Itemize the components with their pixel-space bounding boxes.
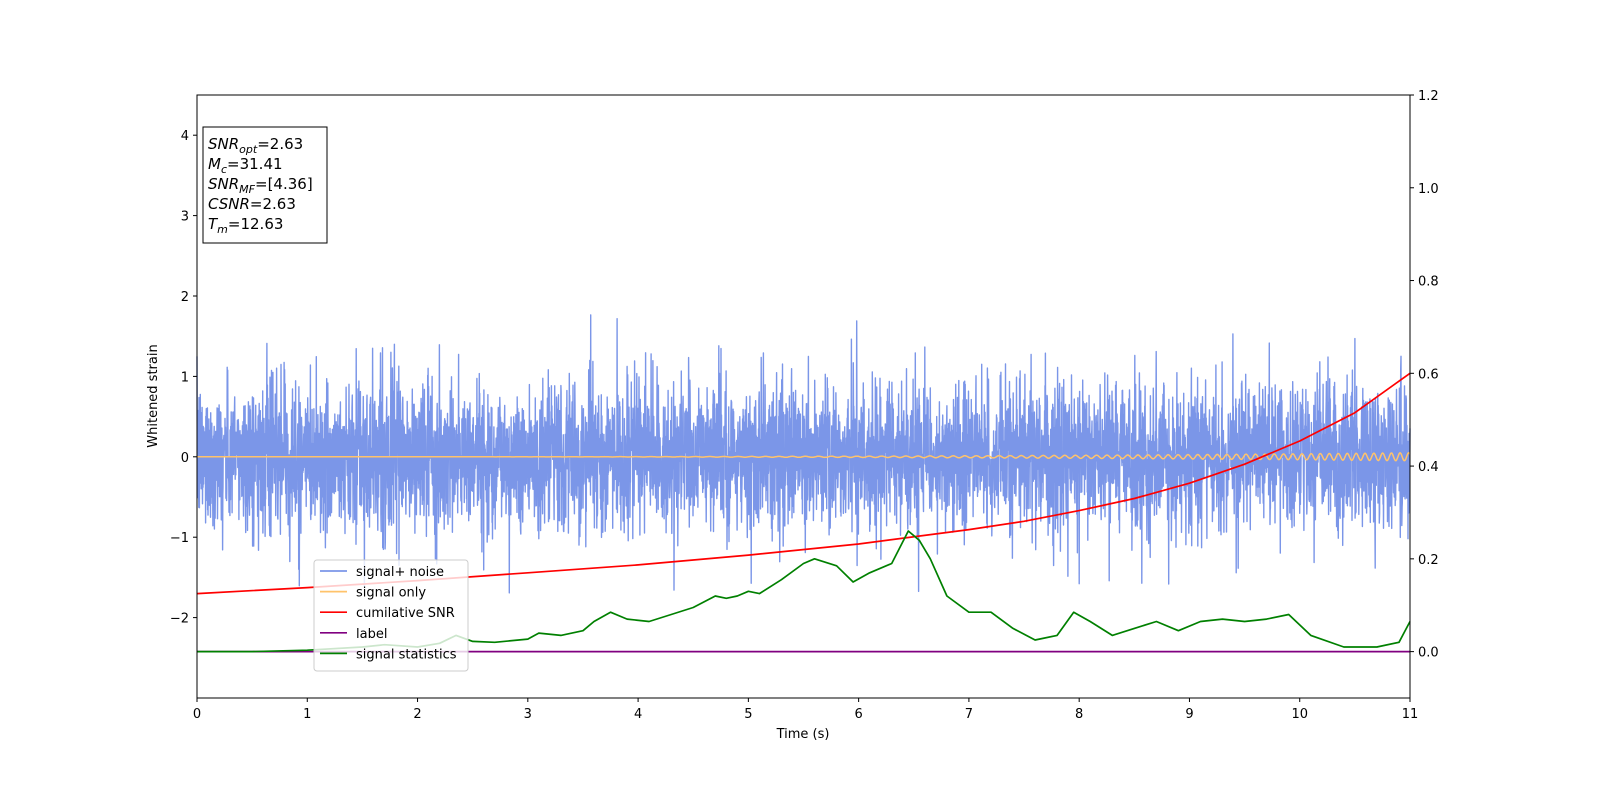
x-axis-label: Time (s) <box>776 727 830 742</box>
info-value: =31.41 <box>227 155 283 173</box>
series-signal-noise <box>196 314 1411 594</box>
series-cumilative-snr <box>196 372 1411 595</box>
y-left-tick-label: 0 <box>181 451 189 466</box>
info-value: =2.63 <box>257 135 303 153</box>
plot-frame <box>196 94 1411 699</box>
x-tick-label: 3 <box>524 707 532 722</box>
y-left-tick-label: 3 <box>181 210 189 225</box>
x-axis: 0 1 2 3 4 5 6 7 8 9 10 11 <box>193 698 1418 722</box>
x-tick-label: 0 <box>193 707 201 722</box>
x-tick-label: 11 <box>1402 707 1419 722</box>
legend: signal+ noise signal only cumilative SNR la… <box>313 559 469 672</box>
info-box: SNRopt=2.63Mc=31.41SNRMF=[4.36]CSNR=2.63… <box>202 126 328 244</box>
legend-label-signal-statistics: signal statistics <box>356 647 457 662</box>
info-sub: m <box>217 223 228 236</box>
info-line: Tm=12.63 <box>208 215 283 236</box>
info-var: SNR <box>208 175 239 193</box>
x-tick-label: 2 <box>413 707 421 722</box>
x-tick-label: 1 <box>303 707 311 722</box>
y-axis-left: −2 −1 0 1 2 3 4 <box>170 129 197 627</box>
y-right-tick-label: 0.6 <box>1418 367 1439 382</box>
legend-label-cumilative-snr: cumilative SNR <box>356 606 455 621</box>
info-line: Mc=31.41 <box>208 155 283 176</box>
info-sub: MF <box>239 183 255 196</box>
x-tick-label: 7 <box>965 707 973 722</box>
legend-frame <box>313 559 469 672</box>
x-tick-label: 9 <box>1185 707 1193 722</box>
x-tick-label: 4 <box>634 707 642 722</box>
series-signal-only <box>197 451 1411 462</box>
info-box-frame <box>202 126 328 244</box>
info-var: T <box>208 215 219 233</box>
info-value: =[4.36] <box>255 175 313 193</box>
info-line: SNRopt=2.63 <box>208 135 303 156</box>
legend-label-label: label <box>356 627 387 642</box>
series-signal-statistics <box>197 530 1411 653</box>
y-axis-right: 0.0 0.2 0.4 0.6 0.8 1.0 1.2 <box>1410 89 1439 661</box>
info-sub: c <box>221 163 227 176</box>
x-tick-label: 5 <box>744 707 752 722</box>
info-var: M <box>208 155 221 173</box>
info-line: SNRMF=[4.36] <box>208 175 313 196</box>
y-left-tick-label: 1 <box>181 370 189 385</box>
info-line: CSNR=2.63 <box>208 195 296 213</box>
y-right-tick-label: 0.2 <box>1418 553 1439 568</box>
y-axis-label: Whitened strain <box>146 344 161 447</box>
y-left-tick-label: −2 <box>170 612 189 627</box>
y-right-tick-label: 1.2 <box>1418 89 1439 104</box>
info-var: SNR <box>208 135 239 153</box>
x-tick-label: 10 <box>1291 707 1308 722</box>
y-right-tick-label: 0.4 <box>1418 460 1439 475</box>
legend-label-signal-only: signal only <box>356 586 426 601</box>
info-sub: opt <box>239 143 258 156</box>
x-tick-label: 6 <box>854 707 862 722</box>
info-value: =2.63 <box>250 195 296 213</box>
legend-label-signal-noise: signal+ noise <box>356 565 444 580</box>
y-right-tick-label: 0.8 <box>1418 275 1439 290</box>
info-value: =12.63 <box>228 215 284 233</box>
y-left-tick-label: 4 <box>181 129 189 144</box>
y-right-tick-label: 1.0 <box>1418 182 1439 197</box>
y-right-tick-label: 0.0 <box>1418 646 1439 661</box>
info-var: CSNR <box>208 195 250 213</box>
y-left-tick-label: 2 <box>181 290 189 305</box>
y-left-tick-label: −1 <box>170 531 189 546</box>
x-tick-label: 8 <box>1075 707 1083 722</box>
